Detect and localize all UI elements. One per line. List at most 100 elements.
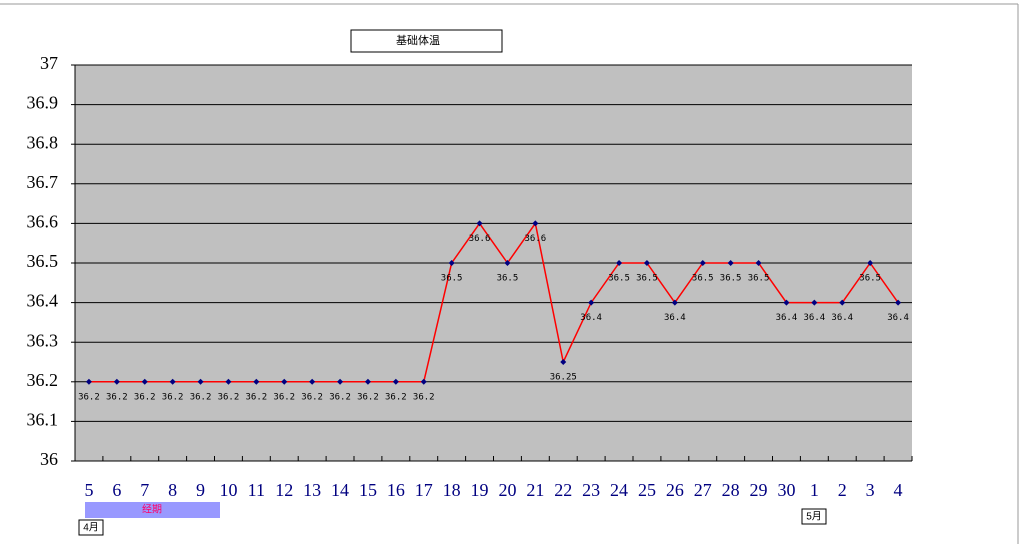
data-label: 36.2 xyxy=(273,392,295,402)
x-tick-label: 10 xyxy=(219,480,237,500)
y-tick-label: 36.9 xyxy=(27,93,59,113)
y-tick-label: 36.6 xyxy=(27,212,59,232)
period-label: 经期 xyxy=(142,503,162,516)
data-label: 36.2 xyxy=(218,392,240,402)
point-marker xyxy=(253,378,260,385)
x-tick-label: 1 xyxy=(810,480,819,500)
data-label: 36.2 xyxy=(301,392,323,402)
data-label: 36.2 xyxy=(162,392,184,402)
y-tick-label: 36.5 xyxy=(27,251,59,271)
data-label: 36.6 xyxy=(525,234,547,244)
x-tick-label: 13 xyxy=(303,480,321,500)
y-tick-label: 36 xyxy=(40,449,58,469)
data-label: 36.5 xyxy=(859,274,881,284)
point-marker xyxy=(671,299,678,306)
point-marker xyxy=(616,260,623,266)
point-marker xyxy=(392,378,399,385)
x-tick-label: 15 xyxy=(359,480,377,500)
point-marker xyxy=(85,378,92,385)
data-label: 36.2 xyxy=(385,392,407,402)
point-marker xyxy=(197,378,204,385)
point-marker xyxy=(281,378,288,385)
x-tick-label: 21 xyxy=(526,480,544,500)
x-tick-label: 3 xyxy=(866,480,875,500)
x-tick-label: 27 xyxy=(694,480,712,500)
point-marker xyxy=(643,260,650,266)
x-tick-label: 18 xyxy=(443,480,461,500)
x-tick-label: 17 xyxy=(415,480,433,500)
data-label: 36.2 xyxy=(134,392,156,402)
point-marker xyxy=(783,299,790,306)
point-marker xyxy=(560,359,567,365)
data-label: 36.4 xyxy=(831,313,853,323)
data-label: 36.2 xyxy=(106,392,128,402)
x-tick-label: 29 xyxy=(750,480,768,500)
y-tick-label: 36.2 xyxy=(27,370,59,390)
title-box xyxy=(350,29,503,53)
y-tick-label: 36.7 xyxy=(27,172,59,192)
month-box xyxy=(78,519,104,536)
data-label: 36.5 xyxy=(441,274,463,284)
point-marker xyxy=(895,299,902,306)
x-tick-label: 11 xyxy=(248,480,265,500)
y-tick-label: 36.4 xyxy=(27,291,59,311)
x-tick-label: 28 xyxy=(722,480,740,500)
x-tick-label: 16 xyxy=(387,480,405,500)
period-band xyxy=(85,502,220,518)
x-tick-label: 6 xyxy=(112,480,121,500)
point-marker xyxy=(727,260,734,266)
data-label: 36.2 xyxy=(357,392,379,402)
data-label: 36.4 xyxy=(776,313,798,323)
data-label: 36.5 xyxy=(608,274,630,284)
y-tick-label: 37 xyxy=(40,53,58,73)
x-tick-label: 20 xyxy=(498,480,516,500)
x-tick-label: 19 xyxy=(471,480,489,500)
x-tick-label: 2 xyxy=(838,480,847,500)
data-label: 36.5 xyxy=(497,274,519,284)
data-label: 36.5 xyxy=(748,274,770,284)
x-tick-label: 14 xyxy=(331,480,349,500)
point-marker xyxy=(699,260,706,266)
point-marker xyxy=(113,378,120,385)
x-tick-label: 26 xyxy=(666,480,684,500)
point-marker xyxy=(225,378,232,385)
y-tick-label: 36.1 xyxy=(27,410,59,430)
point-marker xyxy=(448,260,455,266)
point-marker xyxy=(532,220,539,227)
x-tick-label: 12 xyxy=(275,480,293,500)
x-tick-label: 22 xyxy=(554,480,572,500)
point-marker xyxy=(337,378,344,385)
y-tick-label: 36.3 xyxy=(27,330,59,350)
point-marker xyxy=(755,260,762,266)
point-marker xyxy=(504,260,511,266)
x-tick-label: 23 xyxy=(582,480,600,500)
point-marker xyxy=(811,299,818,306)
data-label: 36.2 xyxy=(246,392,268,402)
point-marker xyxy=(169,378,176,385)
point-marker xyxy=(839,299,846,306)
data-label: 36.5 xyxy=(692,274,714,284)
data-label: 36.2 xyxy=(413,392,435,402)
point-marker xyxy=(309,378,316,385)
x-tick-label: 9 xyxy=(196,480,205,500)
data-label: 36.2 xyxy=(190,392,212,402)
point-marker xyxy=(476,220,483,227)
x-tick-label: 25 xyxy=(638,480,656,500)
data-label: 36.4 xyxy=(804,313,826,323)
chart-title: 基础体温 xyxy=(396,33,440,47)
data-label: 36.4 xyxy=(664,313,686,323)
y-tick-label: 36.8 xyxy=(27,132,59,152)
point-marker xyxy=(364,378,371,385)
x-tick-label: 4 xyxy=(894,480,903,500)
x-tick-label: 5 xyxy=(84,480,93,500)
x-tick-label: 24 xyxy=(610,480,628,500)
month-label: 4月 xyxy=(83,522,99,534)
x-tick-label: 30 xyxy=(777,480,795,500)
data-label: 36.6 xyxy=(469,234,491,244)
x-tick-label: 7 xyxy=(140,480,149,500)
month-label: 5月 xyxy=(806,511,822,523)
point-marker xyxy=(141,378,148,385)
month-box xyxy=(801,508,827,525)
point-marker xyxy=(588,299,595,306)
